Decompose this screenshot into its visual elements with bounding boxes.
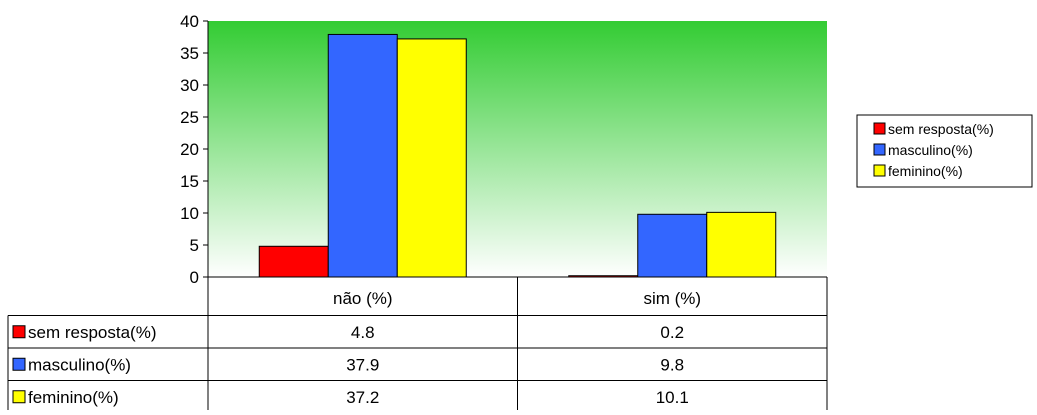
- y-tick-label: 20: [180, 140, 199, 159]
- legend: sem resposta(%) masculino(%) feminino(%): [856, 114, 1033, 188]
- y-tick-label: 5: [190, 236, 199, 255]
- legend-swatch-sem-resposta: [873, 122, 886, 135]
- legend-label: masculino(%): [888, 142, 973, 158]
- y-axis: 0 5 10 15 20 25 30 35 40: [180, 12, 209, 287]
- table-series-label: masculino(%): [28, 355, 131, 374]
- data-label: 4.8: [351, 323, 375, 342]
- y-tick-label: 30: [180, 76, 199, 95]
- data-label: 37.9: [346, 355, 379, 374]
- bar-masculino-não: [327, 33, 398, 278]
- bars: [208, 33, 827, 278]
- y-tick-label: 15: [180, 172, 199, 191]
- bar-feminino-sim: [706, 211, 777, 278]
- data-label: 0.2: [660, 323, 684, 342]
- x-tick-label: sim (%): [643, 289, 701, 308]
- legend-swatch-masculino: [873, 143, 886, 156]
- legend-box: [856, 114, 1033, 188]
- legend-label: sem resposta(%): [888, 121, 994, 137]
- legend-swatch-feminino: [873, 164, 886, 177]
- table-swatch-feminino: [12, 390, 26, 404]
- data-label: 9.8: [660, 355, 684, 374]
- bar-masculino-sim: [637, 213, 708, 278]
- table-series-label: feminino(%): [28, 388, 119, 407]
- y-tick-label: 0: [190, 268, 199, 287]
- data-label: 10.1: [656, 388, 689, 407]
- y-tick-label: 40: [180, 12, 199, 31]
- table-swatch-sem-resposta: [12, 325, 26, 339]
- data-label: 37.2: [346, 388, 379, 407]
- table-swatch-masculino: [12, 357, 26, 371]
- y-tick-label: 35: [180, 44, 199, 63]
- legend-label: feminino(%): [888, 163, 963, 179]
- x-tick-label: não (%): [333, 289, 393, 308]
- bar-feminino-não: [396, 38, 467, 278]
- table-series-label: sem resposta(%): [28, 323, 156, 342]
- y-tick-label: 10: [180, 204, 199, 223]
- y-tick-label: 25: [180, 108, 199, 127]
- bar-sem-resposta-não: [258, 245, 329, 278]
- data-table: não (%) sim (%) sem resposta(%) 4.8 0.2 mascu…: [7, 277, 828, 410]
